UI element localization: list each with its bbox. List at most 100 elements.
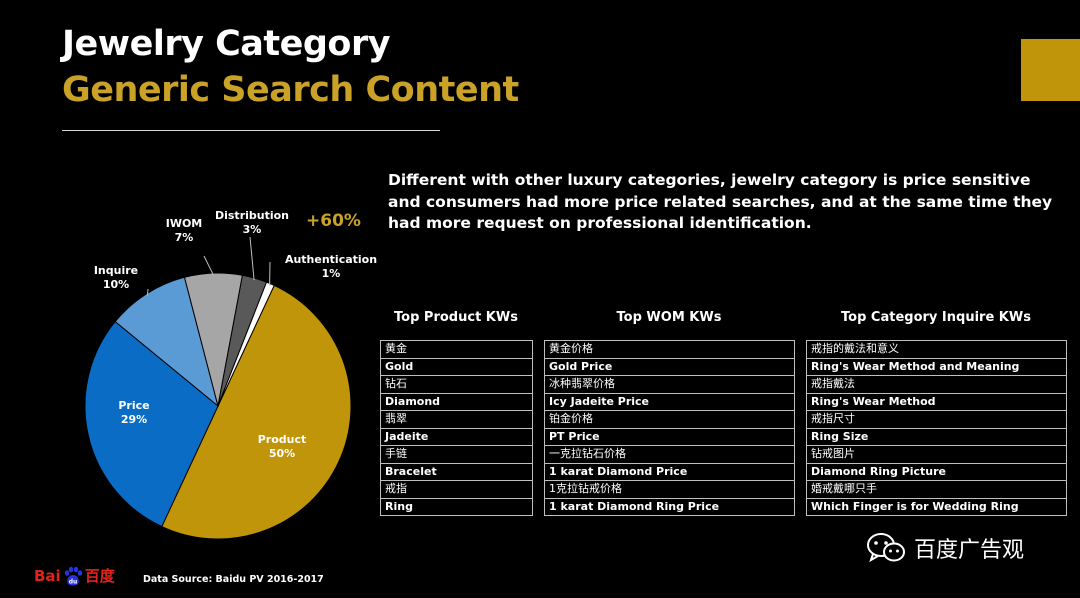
wom-kw-cell: 1克拉钻戒价格 [544, 480, 795, 499]
inquire-kw-row: Ring's Wear Method and Meaning [806, 357, 1067, 376]
wom-kw-row: 1 karat Diamond Ring Price [544, 497, 795, 516]
product-kw-row: Gold [380, 357, 533, 376]
product-kw-row: Jadeite [380, 427, 533, 446]
leader-line-inquire [146, 288, 149, 296]
leader-line-distribution [249, 236, 255, 281]
product-kw-row: 翡翠 [380, 410, 533, 429]
page-subtitle: Generic Search Content [62, 70, 519, 110]
pie-label-distribution-value: 3% [242, 223, 262, 236]
baidu-logo-text-left: Bai [34, 566, 61, 585]
product-kw-heading: Top Product KWs [394, 310, 518, 325]
pie-label-iwom-name: IWOM [165, 217, 203, 230]
wom-kw-row: 冰种翡翠价格 [544, 375, 795, 394]
product-kw-cell: Diamond [380, 392, 533, 411]
product-kw-row: Ring [380, 497, 533, 516]
wom-kw-row: Gold Price [544, 357, 795, 376]
pie-slice-authentication [217, 281, 275, 407]
intro-text: Different with other luxury categories, … [388, 171, 1053, 232]
wom-kw-cell: 一克拉钻石价格 [544, 445, 795, 464]
pie-chart [84, 236, 352, 540]
pie-label-product-name: Product [257, 433, 307, 446]
wom-kw-cell: 1 karat Diamond Ring Price [544, 497, 795, 516]
wom-kw-cell: Icy Jadeite Price [544, 392, 795, 411]
product-kw-row: Bracelet [380, 462, 533, 481]
baidu-logo-text-right: 百度 [84, 567, 115, 585]
increase-annotation: +60% [306, 211, 361, 231]
pie-slice-product [161, 284, 352, 540]
product-kw-row: Diamond [380, 392, 533, 411]
pie-label-iwom: IWOM 7% [154, 217, 214, 245]
pie-leader-lines [146, 236, 271, 296]
inquire-kw-cell: Ring's Wear Method and Meaning [806, 357, 1067, 376]
inquire-kw-cell: 戒指的戴法和意义 [806, 340, 1067, 359]
pie-label-price: Price 29% [104, 399, 164, 427]
title-divider [62, 130, 440, 131]
inquire-kw-heading: Top Category Inquire KWs [841, 310, 1031, 325]
wom-kw-row: 铂金价格 [544, 410, 795, 429]
inquire-kw-row: Ring's Wear Method [806, 392, 1067, 411]
wom-kw-row: 1克拉钻戒价格 [544, 480, 795, 499]
page-title: Jewelry Category [62, 24, 391, 64]
product-kw-cell: 黄金 [380, 340, 533, 359]
wom-kw-cell: Gold Price [544, 357, 795, 376]
pie-label-inquire-name: Inquire [93, 264, 139, 277]
pie-label-product: Product 50% [252, 433, 312, 461]
pie-label-inquire: Inquire 10% [86, 264, 146, 292]
pie-label-authentication-value: 1% [321, 267, 341, 280]
product-kw-cell: Bracelet [380, 462, 533, 481]
inquire-kw-row: 戒指戴法 [806, 375, 1067, 394]
wom-kw-row: 黄金价格 [544, 340, 795, 359]
product-kw-cell: Jadeite [380, 427, 533, 446]
wom-kw-cell: 1 karat Diamond Price [544, 462, 795, 481]
inquire-kw-cell: 婚戒戴哪只手 [806, 480, 1067, 499]
baidu-logo: Bai du 百度 [34, 565, 115, 586]
wom-kw-row: PT Price [544, 427, 795, 446]
inquire-kw-row: Diamond Ring Picture [806, 462, 1067, 481]
inquire-kw-cell: Ring Size [806, 427, 1067, 446]
wom-kw-row: Icy Jadeite Price [544, 392, 795, 411]
leader-line-iwom [203, 255, 214, 276]
inquire-kw-cell: 钻戒图片 [806, 445, 1067, 464]
pie-label-iwom-value: 7% [174, 231, 194, 244]
wom-kw-cell: 铂金价格 [544, 410, 795, 429]
pie-label-distribution: Distribution 3% [212, 209, 292, 237]
pie-label-inquire-value: 10% [102, 278, 130, 291]
svg-text:du: du [68, 578, 77, 585]
product-kw-row: 钻石 [380, 375, 533, 394]
inquire-kw-row: 戒指的戴法和意义 [806, 340, 1067, 359]
pie-slice-price [84, 320, 219, 528]
product-kw-row: 手链 [380, 445, 533, 464]
inquire-kw-table: 戒指的戴法和意义 Ring's Wear Method and Meaning 戒指… [806, 340, 1067, 516]
product-kw-cell: Gold [380, 357, 533, 376]
product-kw-cell: 戒指 [380, 480, 533, 499]
inquire-kw-row: 钻戒图片 [806, 445, 1067, 464]
pie-label-price-name: Price [118, 399, 150, 412]
inquire-kw-row: 戒指尺寸 [806, 410, 1067, 429]
product-kw-cell: 手链 [380, 445, 533, 464]
wom-kw-cell: 黄金价格 [544, 340, 795, 359]
wom-kw-row: 1 karat Diamond Price [544, 462, 795, 481]
inquire-kw-row: 婚戒戴哪只手 [806, 480, 1067, 499]
wom-kw-cell: PT Price [544, 427, 795, 446]
pie-label-authentication: Authentication 1% [280, 253, 382, 281]
product-kw-cell: 翡翠 [380, 410, 533, 429]
inquire-kw-row: Which Finger is for Wedding Ring [806, 497, 1067, 516]
product-kw-cell: Ring [380, 497, 533, 516]
wom-kw-row: 一克拉钻石价格 [544, 445, 795, 464]
wechat-account-name: 百度广告观 [914, 538, 1025, 563]
product-kw-row: 戒指 [380, 480, 533, 499]
product-kw-table: 黄金 Gold 钻石 Diamond 翡翠 Jadeite 手链 Bracelet 戒指 Ring [380, 340, 533, 516]
pie-label-distribution-name: Distribution [214, 209, 290, 222]
pie-label-product-value: 50% [268, 447, 296, 460]
inquire-kw-cell: Diamond Ring Picture [806, 462, 1067, 481]
wechat-icon [867, 533, 905, 563]
wom-kw-heading: Top WOM KWs [616, 310, 722, 325]
product-kw-cell: 钻石 [380, 375, 533, 394]
pie-slices [84, 272, 352, 540]
pie-label-price-value: 29% [120, 413, 148, 426]
inquire-kw-cell: Ring's Wear Method [806, 392, 1067, 411]
pie-slice-inquire [114, 276, 219, 408]
product-kw-row: 黄金 [380, 340, 533, 359]
wechat-account: 百度广告观 [866, 532, 1024, 564]
pie-label-authentication-name: Authentication [284, 253, 378, 266]
